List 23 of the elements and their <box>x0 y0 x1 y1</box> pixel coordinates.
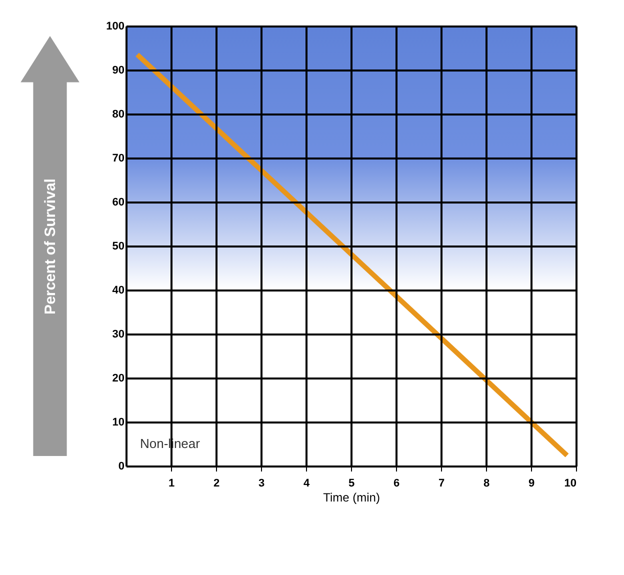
y-tick-label: 10 <box>112 416 124 428</box>
x-tick-label: 4 <box>303 478 310 490</box>
x-tick-label: 7 <box>438 478 445 490</box>
y-axis-title: Percent of Survival <box>42 178 60 314</box>
x-tick-label: 9 <box>528 478 535 490</box>
y-tick-label: 90 <box>112 64 124 76</box>
y-tick-label: 70 <box>112 152 124 164</box>
y-tick-label: 50 <box>112 240 124 252</box>
y-tick-label: 100 <box>106 20 124 32</box>
x-axis-title: Time (min) <box>323 490 380 504</box>
y-tick-label: 40 <box>112 284 124 296</box>
y-tick-label: 0 <box>118 460 124 472</box>
x-tick-label: 2 <box>213 478 220 490</box>
y-tick-label: 30 <box>112 328 124 340</box>
x-tick-label: 5 <box>348 478 355 490</box>
y-tick-label: 60 <box>112 196 124 208</box>
x-tick-label: 10 <box>564 478 576 490</box>
x-tick-label: 8 <box>483 478 490 490</box>
x-tick-label: 1 <box>168 478 175 490</box>
y-tick-label: 20 <box>112 372 124 384</box>
y-tick-label: 80 <box>112 108 124 120</box>
x-tick-label: 6 <box>393 478 400 490</box>
x-tick-label: 3 <box>258 478 265 490</box>
